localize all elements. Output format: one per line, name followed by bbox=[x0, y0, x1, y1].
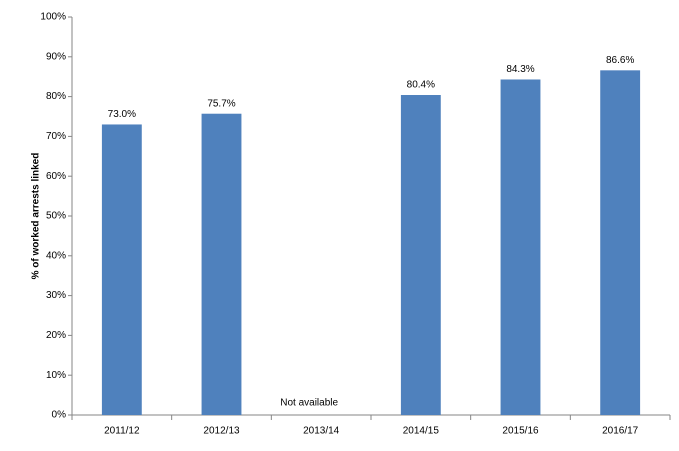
x-tick-label: 2013/14 bbox=[303, 426, 340, 437]
y-tick-label: 20% bbox=[46, 330, 66, 341]
value-label: 73.0% bbox=[108, 109, 136, 120]
y-tick-label: 60% bbox=[46, 171, 66, 182]
x-tick-label: 2015/16 bbox=[502, 426, 539, 437]
y-axis-label: % of worked arrests linked bbox=[31, 153, 42, 280]
y-tick-label: 100% bbox=[40, 12, 66, 23]
y-tick-label: 50% bbox=[46, 211, 66, 222]
y-tick-label: 10% bbox=[46, 370, 66, 381]
x-tick-label: 2011/12 bbox=[104, 426, 140, 437]
y-tick-label: 0% bbox=[52, 410, 67, 421]
x-tick-label: 2014/15 bbox=[403, 426, 440, 437]
y-tick-label: 40% bbox=[46, 250, 66, 261]
value-label: 86.6% bbox=[606, 55, 634, 66]
value-label: 80.4% bbox=[407, 80, 435, 91]
value-label: 75.7% bbox=[207, 98, 235, 109]
y-tick-label: 70% bbox=[46, 131, 66, 142]
bar bbox=[101, 124, 142, 416]
y-tick-label: 80% bbox=[46, 91, 66, 102]
bar bbox=[600, 70, 641, 415]
x-tick-label: 2016/17 bbox=[602, 426, 639, 437]
bar bbox=[201, 113, 242, 416]
value-label: 84.3% bbox=[506, 64, 534, 75]
y-tick-label: 90% bbox=[46, 51, 66, 62]
y-tick-label: 30% bbox=[46, 290, 66, 301]
bar bbox=[500, 79, 541, 416]
bar bbox=[400, 95, 441, 416]
annotation: Not available bbox=[280, 398, 338, 409]
x-tick-label: 2012/13 bbox=[203, 426, 240, 437]
